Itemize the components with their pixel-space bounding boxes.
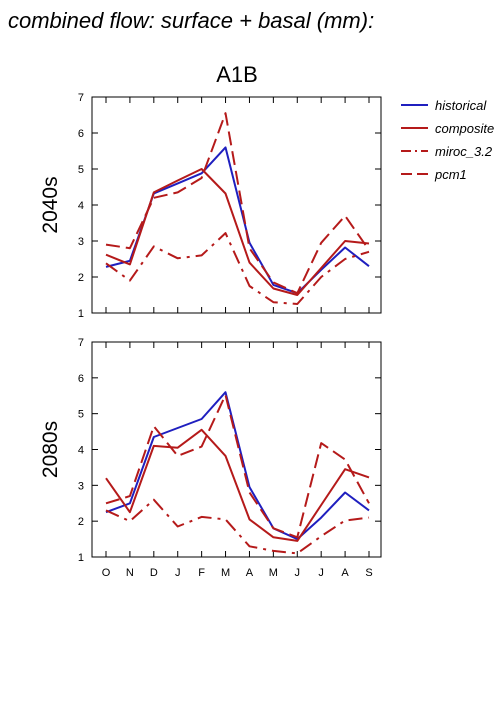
series-line-miroc_3.2 xyxy=(105,232,370,305)
x-tick-label: J xyxy=(175,567,181,579)
series-line-composite xyxy=(105,428,370,542)
y-tick-label: 7 xyxy=(78,337,84,349)
x-tick-label: M xyxy=(221,567,230,579)
x-tick-label: N xyxy=(126,567,134,579)
series-line-miroc_3.2 xyxy=(105,498,370,555)
panel-label: 2080s xyxy=(39,421,62,478)
plot-frame xyxy=(91,341,382,558)
y-tick-label: 5 xyxy=(78,164,84,176)
panel-label: 2040s xyxy=(39,176,62,233)
legend-label: pcm1 xyxy=(434,167,467,182)
plot-frame xyxy=(91,96,382,314)
x-tick-label: D xyxy=(150,567,158,579)
y-tick-label: 2 xyxy=(78,516,84,528)
y-tick-label: 2 xyxy=(78,272,84,284)
series-line-historical xyxy=(105,391,370,541)
y-tick-label: 6 xyxy=(78,373,84,385)
x-tick-label: J xyxy=(295,567,301,579)
x-tick-label: A xyxy=(341,567,349,579)
y-tick-label: 6 xyxy=(78,128,84,140)
y-tick-label: 1 xyxy=(78,308,84,320)
legend-label: composite xyxy=(435,121,494,136)
panel-2080s: 1 2 3 4 5 6 7 O N D J F M A M J J A S 2080s xyxy=(39,337,382,579)
legend-label: historical xyxy=(435,98,487,113)
x-tick-label: S xyxy=(365,567,372,579)
page-title: combined flow: surface + basal (mm): xyxy=(8,8,375,33)
chart-panels: 1 2 3 4 5 6 7 2040s 1 2 3 4 5 6 7 O N D J F M A M J J A S 2080s xyxy=(39,92,382,579)
series-line-pcm1 xyxy=(105,394,370,539)
x-tick-label: F xyxy=(198,567,205,579)
legend-item-pcm1: pcm1 xyxy=(401,167,467,182)
legend-item-composite: composite xyxy=(401,121,494,136)
y-tick-label: 4 xyxy=(78,445,84,457)
panel-2040s: 1 2 3 4 5 6 7 2040s xyxy=(39,92,382,320)
x-tick-label: J xyxy=(318,567,324,579)
y-tick-label: 1 xyxy=(78,552,84,564)
x-tick-label: O xyxy=(102,567,111,579)
legend-item-miroc_3.2: miroc_3.2 xyxy=(401,144,493,159)
series-line-composite xyxy=(105,168,370,296)
y-tick-label: 5 xyxy=(78,409,84,421)
x-tick-label: M xyxy=(269,567,278,579)
legend-item-historical: historical xyxy=(401,98,487,113)
y-tick-label: 3 xyxy=(78,236,84,248)
y-tick-label: 4 xyxy=(78,200,84,212)
x-tick-label: A xyxy=(246,567,254,579)
y-tick-label: 7 xyxy=(78,92,84,104)
legend: historical composite miroc_3.2 pcm1 xyxy=(401,98,494,182)
series-line-pcm1 xyxy=(105,112,370,295)
scenario-title: A1B xyxy=(216,62,258,87)
y-tick-label: 3 xyxy=(78,480,84,492)
legend-label: miroc_3.2 xyxy=(435,144,493,159)
